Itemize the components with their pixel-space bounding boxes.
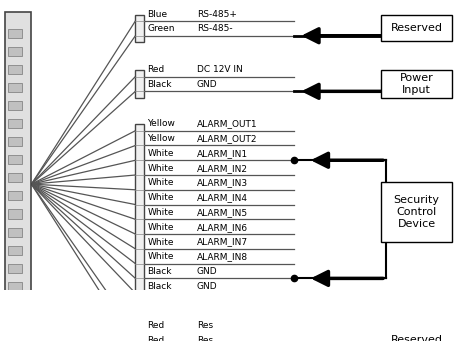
Text: Black: Black <box>147 282 172 291</box>
Text: Yellow: Yellow <box>147 119 175 129</box>
Text: ALARM_IN1: ALARM_IN1 <box>197 149 248 158</box>
Bar <box>8 264 22 273</box>
Bar <box>8 101 22 110</box>
Bar <box>8 119 22 128</box>
Text: White: White <box>147 193 173 202</box>
Text: Blue: Blue <box>147 10 167 19</box>
Text: ALARM_IN7: ALARM_IN7 <box>197 238 248 247</box>
Bar <box>8 65 22 74</box>
Bar <box>8 209 22 219</box>
Text: Reserved: Reserved <box>391 23 443 33</box>
Text: Yellow: Yellow <box>147 134 175 143</box>
Bar <box>5 12 31 341</box>
Text: ALARM_IN6: ALARM_IN6 <box>197 223 248 232</box>
Bar <box>381 181 452 242</box>
Text: GND: GND <box>197 282 218 291</box>
Text: Security
Control
Device: Security Control Device <box>393 195 439 228</box>
Text: ALARM_IN8: ALARM_IN8 <box>197 252 248 261</box>
Bar <box>8 29 22 38</box>
Text: White: White <box>147 238 173 247</box>
Bar <box>8 300 22 309</box>
Text: GND: GND <box>197 80 218 89</box>
Bar <box>8 227 22 237</box>
Bar <box>8 155 22 164</box>
Bar <box>381 70 452 98</box>
Text: ALARM_IN5: ALARM_IN5 <box>197 208 248 217</box>
Bar <box>8 173 22 182</box>
Text: White: White <box>147 178 173 188</box>
Bar <box>381 327 452 341</box>
Text: Black: Black <box>147 267 172 276</box>
Bar <box>136 70 144 98</box>
Bar <box>8 83 22 92</box>
Text: ALARM_OUT1: ALARM_OUT1 <box>197 119 257 129</box>
Bar <box>8 191 22 201</box>
Text: Red: Red <box>147 321 164 330</box>
Text: White: White <box>147 208 173 217</box>
Text: ALARM_OUT2: ALARM_OUT2 <box>197 134 257 143</box>
Bar <box>136 326 144 341</box>
Bar <box>8 137 22 146</box>
Text: Green: Green <box>147 25 175 33</box>
Bar <box>381 15 452 41</box>
Text: White: White <box>147 252 173 261</box>
Text: Res: Res <box>197 336 213 341</box>
Bar <box>8 282 22 291</box>
Text: RS-485-: RS-485- <box>197 25 232 33</box>
Text: ALARM_IN3: ALARM_IN3 <box>197 178 248 188</box>
Text: Reserved: Reserved <box>391 335 443 341</box>
Text: Power
Input: Power Input <box>400 73 433 95</box>
Bar <box>136 124 144 299</box>
Text: White: White <box>147 149 173 158</box>
Text: DC 12V IN: DC 12V IN <box>197 65 243 74</box>
Bar <box>8 318 22 327</box>
Text: White: White <box>147 164 173 173</box>
Text: RS-485+: RS-485+ <box>197 10 237 19</box>
Bar <box>8 47 22 56</box>
Bar <box>136 15 144 42</box>
Text: GND: GND <box>197 267 218 276</box>
Text: Red: Red <box>147 336 164 341</box>
Text: Black: Black <box>147 80 172 89</box>
Text: Res: Res <box>197 321 213 330</box>
Text: Red: Red <box>147 65 164 74</box>
Text: ALARM_IN2: ALARM_IN2 <box>197 164 248 173</box>
Text: ALARM_IN4: ALARM_IN4 <box>197 193 248 202</box>
Text: White: White <box>147 223 173 232</box>
Bar <box>8 336 22 341</box>
Bar <box>8 246 22 255</box>
